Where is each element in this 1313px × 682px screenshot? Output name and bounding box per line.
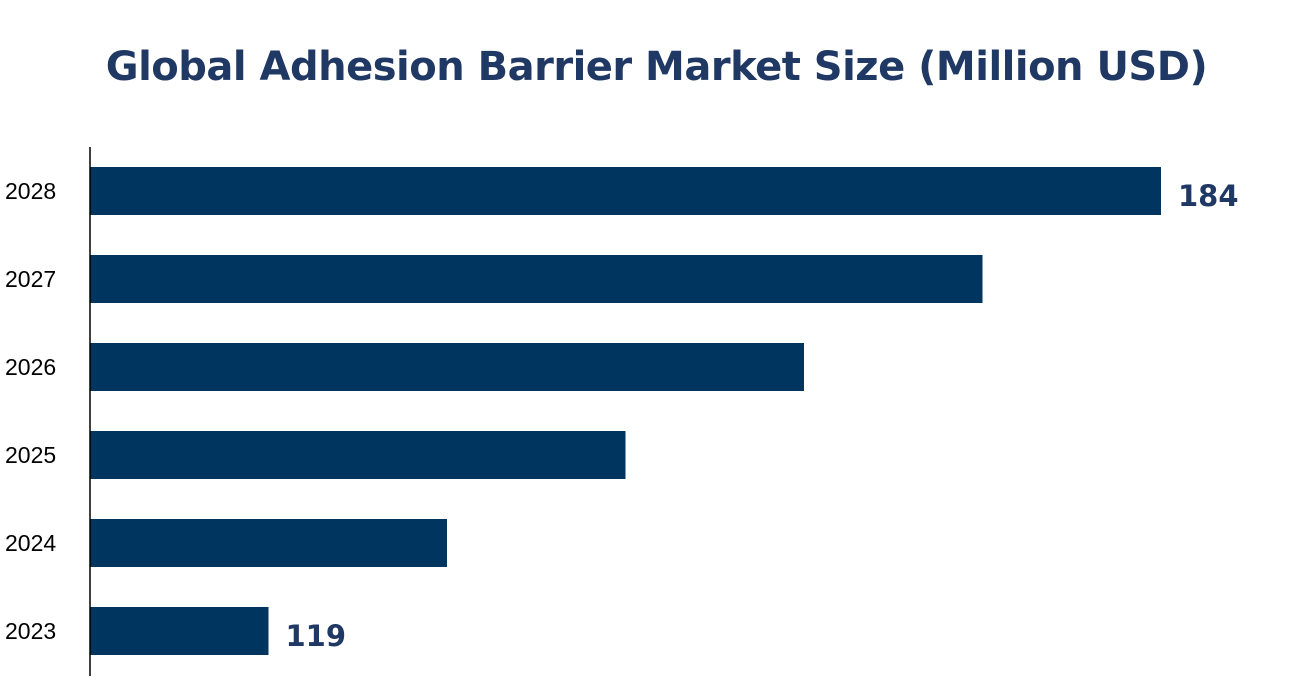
y-tick-label: 2025 <box>5 442 56 468</box>
bar-2028 <box>90 167 1161 215</box>
bar-2023 <box>90 607 269 655</box>
data-label-2023: 119 <box>286 619 347 653</box>
y-tick-label: 2028 <box>5 178 56 204</box>
data-label-2028: 184 <box>1178 179 1239 213</box>
bar-2025 <box>90 431 626 479</box>
chart-title: Global Adhesion Barrier Market Size (Mil… <box>105 44 1208 90</box>
y-tick-label: 2023 <box>5 618 56 644</box>
y-tick-label: 2027 <box>5 266 56 292</box>
y-tick-label: 2026 <box>5 354 56 380</box>
bar-2027 <box>90 255 983 303</box>
bar-2026 <box>90 343 804 391</box>
y-tick-label: 2024 <box>5 530 56 556</box>
bar-2024 <box>90 519 447 567</box>
